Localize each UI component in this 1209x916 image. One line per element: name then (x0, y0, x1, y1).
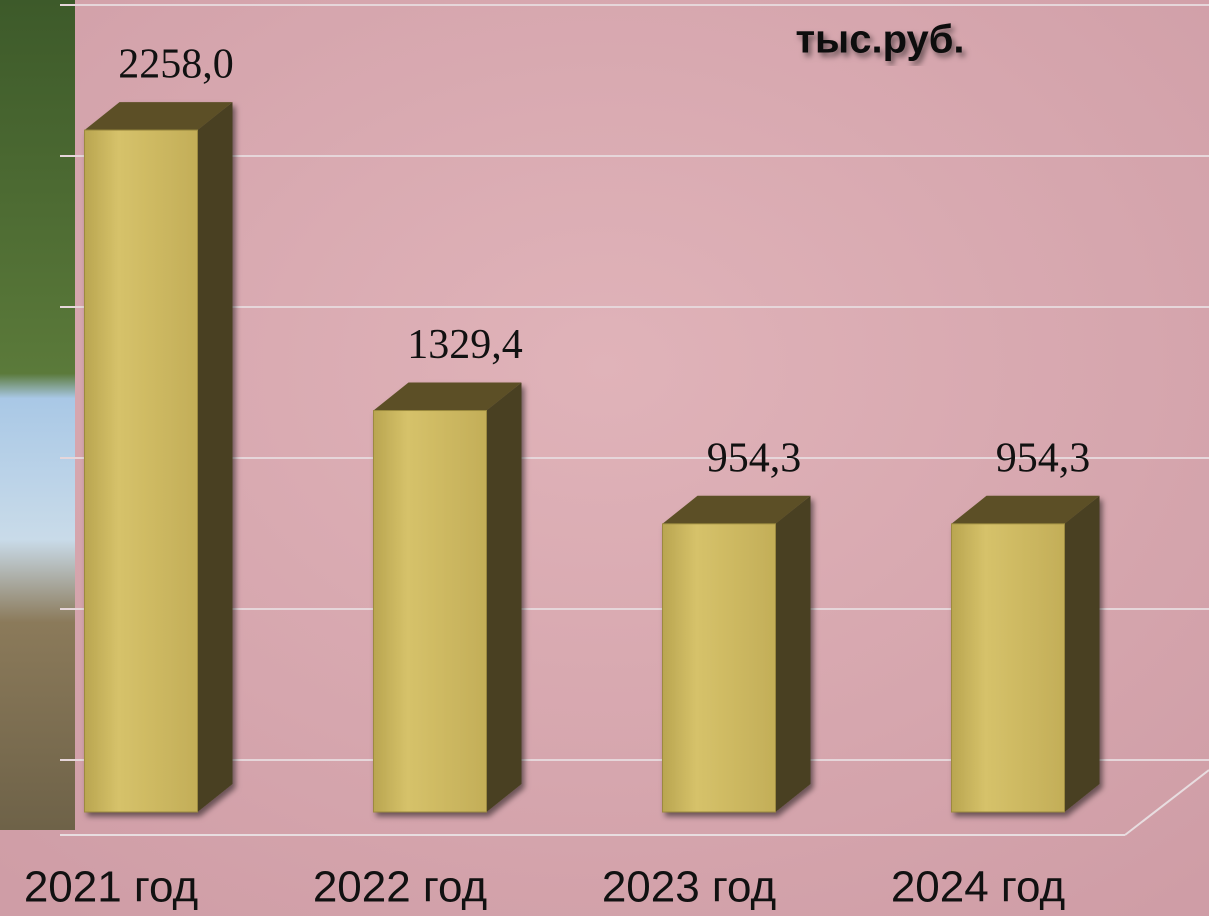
bar (663, 496, 811, 812)
unit-label: тыс.руб. (795, 18, 964, 62)
value-label: 954,3 (707, 435, 802, 481)
value-label: 1329,4 (407, 322, 523, 368)
bar-side (487, 383, 522, 812)
x-tick-label: 2021 год (24, 863, 198, 912)
bar-front (663, 524, 776, 812)
page: тыс.руб. 2021 год 2258,0 2022 год 1329,4 202… (0, 0, 1209, 916)
value-label: 2258,0 (118, 42, 234, 88)
chart: тыс.руб. 2021 год 2258,0 2022 год 1329,4 202… (0, 0, 1209, 916)
x-tick-label: 2022 год (313, 863, 487, 912)
bar-side (776, 496, 811, 812)
x-tick-label: 2024 год (891, 863, 1065, 912)
bar-front (85, 130, 198, 812)
photo-strip (0, 0, 75, 830)
bar-front (952, 524, 1065, 812)
bar-front (374, 411, 487, 812)
bar (952, 496, 1100, 812)
bar-side (1065, 496, 1100, 812)
x-tick-label: 2023 год (602, 863, 776, 912)
bar (374, 383, 522, 812)
bar-side (198, 102, 233, 812)
value-label: 954,3 (996, 435, 1091, 481)
bar (85, 102, 233, 812)
